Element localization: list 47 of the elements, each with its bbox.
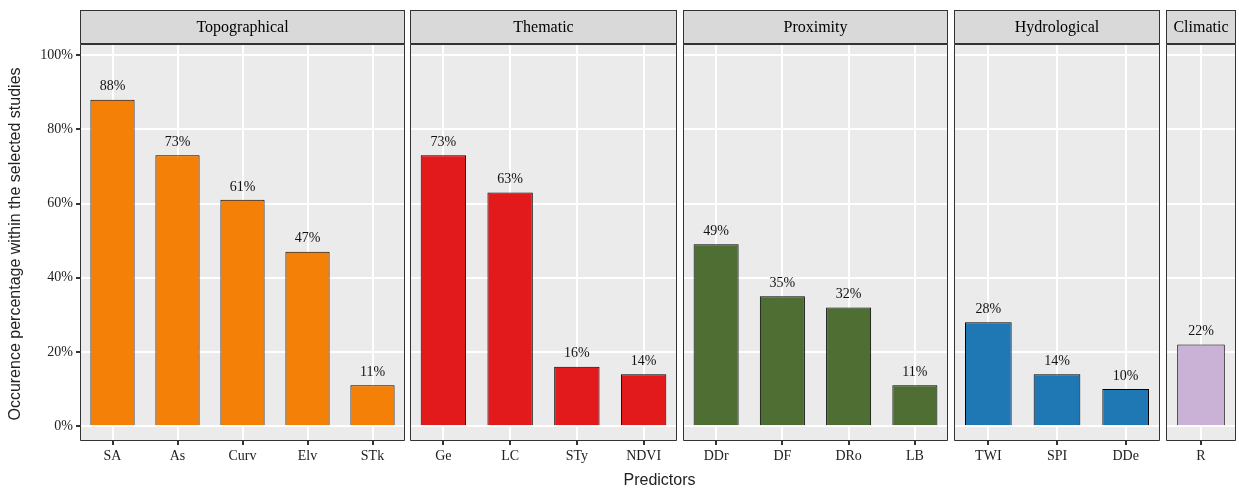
data-label: 35% [769, 274, 796, 290]
data-label: 14% [1044, 352, 1071, 368]
y-tick-label: 60% [47, 195, 74, 211]
x-tick-label: SPI [1046, 448, 1068, 464]
x-tick-label: As [169, 448, 186, 464]
data-label: 11% [359, 364, 386, 380]
data-label: 61% [229, 178, 256, 194]
x-tick-label: Elv [297, 448, 318, 464]
y-tick-label: 100% [40, 46, 74, 62]
x-tick-label: SA [103, 448, 123, 464]
chart-title: Thematic [410, 10, 677, 44]
x-tick-label: STy [565, 448, 589, 464]
y-tick-label: 0% [54, 417, 74, 433]
x-tick-label: DF [773, 448, 792, 464]
x-tick-label: STk [360, 448, 385, 464]
y-tick-label: 20% [47, 343, 74, 359]
data-label: 73% [430, 133, 457, 149]
x-tick-label: DDe [1112, 448, 1139, 464]
data-label: 47% [294, 230, 321, 246]
x-axis-title: Predictors [622, 471, 697, 489]
chart-title: Topographical [80, 10, 405, 44]
y-tick-label: 40% [47, 269, 74, 285]
x-tick-label: TWI [975, 448, 1002, 464]
data-label: 32% [835, 286, 862, 302]
data-label: 10% [1112, 367, 1139, 383]
chart-title: Hydrological [954, 10, 1160, 44]
y-axis-title: Occurence percentage within the selected studies [6, 66, 24, 421]
x-tick-label: Curv [228, 448, 257, 464]
data-label: 14% [630, 352, 657, 368]
x-tick-label: LB [905, 448, 924, 464]
x-tick-label: DRo [835, 448, 862, 464]
x-tick-label: Ge [435, 448, 452, 464]
x-tick-label: R [1196, 448, 1207, 464]
data-label: 73% [164, 133, 191, 149]
data-label: 28% [975, 300, 1002, 316]
x-tick-label: NDVI [626, 448, 662, 464]
y-tick-label: 80% [47, 121, 74, 137]
data-label: 63% [497, 171, 524, 187]
chart-title: Climatic [1166, 10, 1236, 44]
x-tick-label: DDr [703, 448, 729, 464]
data-label: 88% [99, 78, 126, 94]
data-label: 22% [1188, 323, 1215, 339]
data-label: 49% [703, 223, 730, 239]
data-label: 11% [902, 364, 928, 380]
x-tick-label: LC [501, 448, 520, 464]
data-label: 16% [564, 345, 591, 361]
chart-title: Proximity [683, 10, 948, 44]
